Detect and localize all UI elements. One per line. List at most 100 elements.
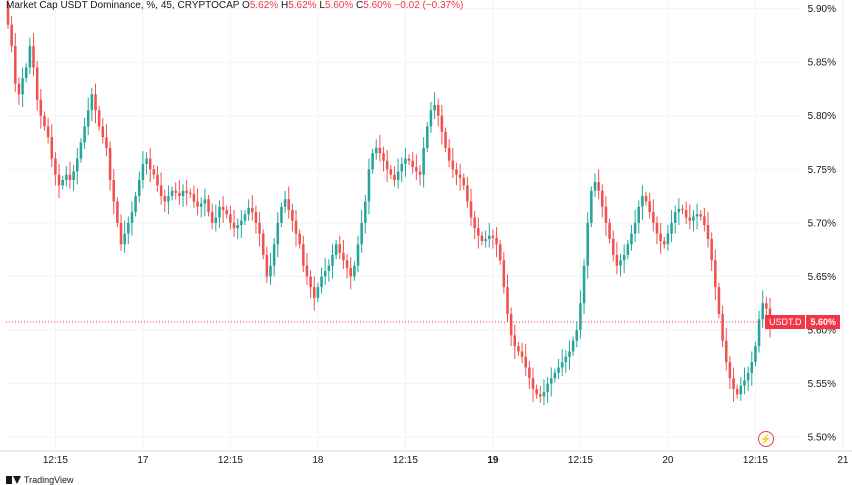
candle-body: [309, 276, 312, 288]
candle-body: [582, 265, 586, 304]
candle-body: [72, 171, 75, 180]
candle-body: [444, 131, 447, 148]
candle-body: [411, 160, 414, 168]
candle-body: [35, 67, 39, 100]
candle-body: [90, 94, 94, 111]
candle-body: [564, 356, 568, 363]
candle-body: [181, 190, 185, 197]
candle-body: [243, 214, 247, 221]
candle-body: [86, 110, 90, 127]
candle-body: [630, 233, 633, 245]
candle-body: [666, 233, 670, 245]
candle-body: [261, 233, 265, 255]
candle-body: [739, 385, 743, 395]
candle-body: [732, 378, 735, 389]
candle-body: [6, 3, 10, 25]
y-tick-label: 5.50%: [808, 433, 836, 444]
brand-name: TradingView: [24, 474, 74, 485]
candle-body: [721, 313, 724, 341]
open-value: 5.62%: [249, 0, 279, 11]
grid-lines: [6, 0, 844, 450]
lightning-icon[interactable]: ⚡: [758, 431, 774, 447]
candle-body: [163, 196, 167, 202]
candle-body: [199, 203, 203, 207]
candle-body: [703, 216, 706, 225]
candle-body: [717, 287, 721, 314]
candle-body: [65, 174, 68, 180]
candle-body: [338, 244, 342, 253]
candle-body: [418, 171, 422, 175]
candle-body: [546, 383, 549, 393]
candle-body: [367, 169, 371, 202]
candle-body: [61, 180, 64, 186]
candle-body: [746, 372, 750, 381]
low-label: L: [319, 0, 325, 11]
candle-body: [480, 235, 484, 242]
candle-body: [236, 225, 239, 229]
candle-body: [10, 24, 13, 47]
candle-body: [101, 126, 105, 138]
candle-body: [294, 220, 298, 234]
candle-body: [203, 199, 207, 204]
candle-body: [145, 158, 148, 164]
symbol-description[interactable]: Market Cap USDT Dominance, %, 45, CRYPTO…: [6, 0, 240, 11]
candle-body: [608, 222, 611, 239]
last-price-tag: USDT.D 5.60%: [764, 315, 840, 329]
candle-body: [586, 222, 589, 266]
close-value: 5.60%: [363, 0, 392, 11]
candle-body: [210, 212, 214, 223]
candle-body: [517, 346, 520, 352]
candle-body: [272, 244, 276, 266]
price-tag-symbol: USDT.D: [764, 315, 807, 329]
candle-body: [196, 201, 199, 207]
candle-body: [688, 217, 692, 221]
candle-body: [626, 244, 630, 255]
y-tick-label: 5.65%: [808, 272, 836, 283]
candle-body: [466, 185, 469, 202]
candle-body: [374, 147, 378, 154]
candle-body: [39, 99, 43, 116]
candle-body: [218, 206, 221, 218]
candle-body: [597, 182, 600, 191]
tradingview-branding[interactable]: TradingView: [6, 474, 74, 485]
candle-body: [673, 212, 677, 223]
candle-body: [487, 235, 491, 239]
candle-body: [590, 190, 593, 223]
change-value: −0.02 (−0.37%): [394, 0, 464, 11]
candle-body: [662, 241, 666, 245]
candle-body: [440, 115, 444, 132]
candle-body: [735, 388, 739, 395]
x-tick-label: 12:15: [218, 455, 243, 466]
price-axis: 5.90% 5.85% 5.80% 5.75% 5.70% 5.65% 5.60% 5.55%…: [808, 4, 836, 444]
candle-body: [119, 222, 123, 245]
candle-body: [433, 105, 436, 111]
candle-body: [750, 362, 754, 373]
candle-body: [345, 260, 349, 268]
y-tick-label: 5.85%: [808, 58, 836, 69]
tradingview-logo-icon: [6, 475, 21, 484]
candle-body: [426, 126, 429, 148]
candle-body: [32, 46, 35, 68]
candle-body: [451, 160, 455, 170]
candle-body: [477, 228, 480, 236]
candle-body: [280, 206, 283, 223]
y-tick-label: 5.75%: [808, 165, 836, 176]
candle-body: [641, 196, 644, 207]
candle-body: [692, 216, 695, 221]
price-tag-value: 5.60%: [806, 315, 840, 329]
candle-body: [382, 153, 385, 161]
candle-body: [579, 303, 582, 330]
candle-body: [575, 330, 579, 341]
y-tick-label: 5.80%: [808, 111, 836, 122]
candle-body: [513, 335, 517, 347]
candle-body: [484, 238, 487, 242]
candle-body: [43, 115, 46, 127]
candle-body: [152, 169, 156, 175]
candle-body: [21, 78, 24, 95]
y-tick-label: 5.90%: [808, 4, 836, 15]
candle-body: [495, 237, 498, 245]
candle-body: [593, 182, 597, 191]
candle-body: [283, 199, 287, 207]
candle-body: [531, 378, 535, 389]
